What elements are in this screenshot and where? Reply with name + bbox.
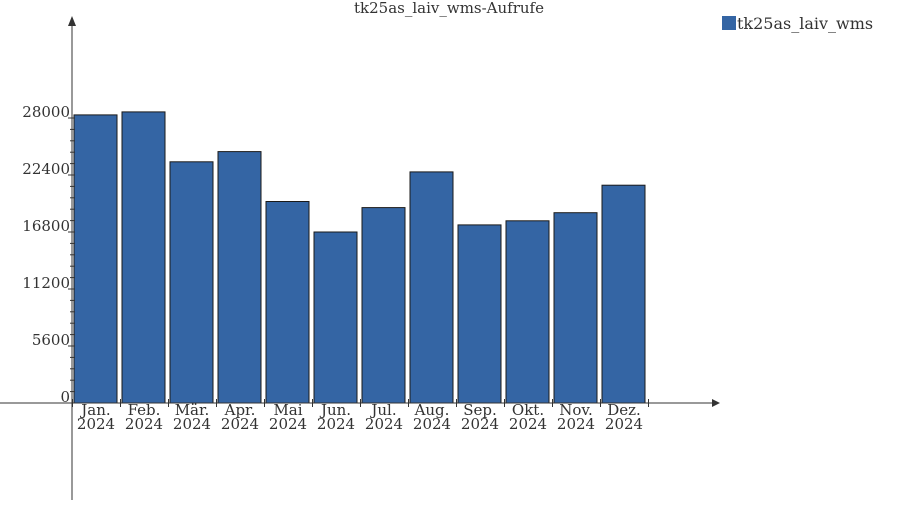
legend: tk25as_laiv_wms — [722, 14, 873, 33]
bar-mr — [169, 161, 214, 404]
x-tick-label: Jun. 2024 — [317, 401, 355, 433]
bar-aug — [409, 171, 454, 404]
x-tick-label: Dez. 2024 — [605, 401, 643, 433]
y-axis-arrow — [68, 16, 76, 26]
x-tick-label: Mai 2024 — [269, 401, 307, 433]
x-tick-label: Sep. 2024 — [461, 401, 499, 433]
x-tick-label: Jan. 2024 — [77, 401, 115, 433]
bar-jun — [313, 231, 358, 404]
y-tick-label: 16800 — [22, 217, 70, 235]
x-tick-label: Feb. 2024 — [125, 401, 163, 433]
x-tick-label: Aug. 2024 — [413, 401, 451, 433]
bar-dez — [601, 184, 646, 404]
y-tick-label: 28000 — [22, 103, 70, 121]
legend-swatch — [722, 16, 736, 30]
chart-title: tk25as_laiv_wms-Aufrufe — [354, 0, 544, 17]
x-tick-label: Apr. 2024 — [221, 401, 259, 433]
y-tick-label: 22400 — [22, 160, 70, 178]
bar-nov — [553, 212, 598, 404]
x-tick-label: Nov. 2024 — [557, 401, 595, 433]
x-tick-label: Mär. 2024 — [173, 401, 211, 433]
x-tick-label: Okt. 2024 — [509, 401, 547, 433]
bar-jan — [73, 114, 118, 404]
bar-mai — [265, 201, 310, 404]
bars — [73, 111, 646, 404]
axis-labels: 0 5600 11200 16800 22400 28000 Jan. 2024 Feb. 202… — [22, 103, 643, 433]
bar-jul — [361, 207, 406, 404]
y-tick-label: 11200 — [22, 274, 70, 292]
legend-label: tk25as_laiv_wms — [737, 14, 873, 33]
y-tick-label: 0 — [60, 388, 70, 406]
axes — [0, 16, 720, 500]
x-tick-label: Jul. 2024 — [365, 401, 403, 433]
bar-okt — [505, 220, 550, 404]
y-tick-label: 5600 — [32, 331, 70, 349]
bar-sep — [457, 224, 502, 404]
bar-apr — [217, 151, 262, 404]
bar-feb — [121, 111, 166, 404]
x-axis-arrow — [712, 399, 720, 407]
